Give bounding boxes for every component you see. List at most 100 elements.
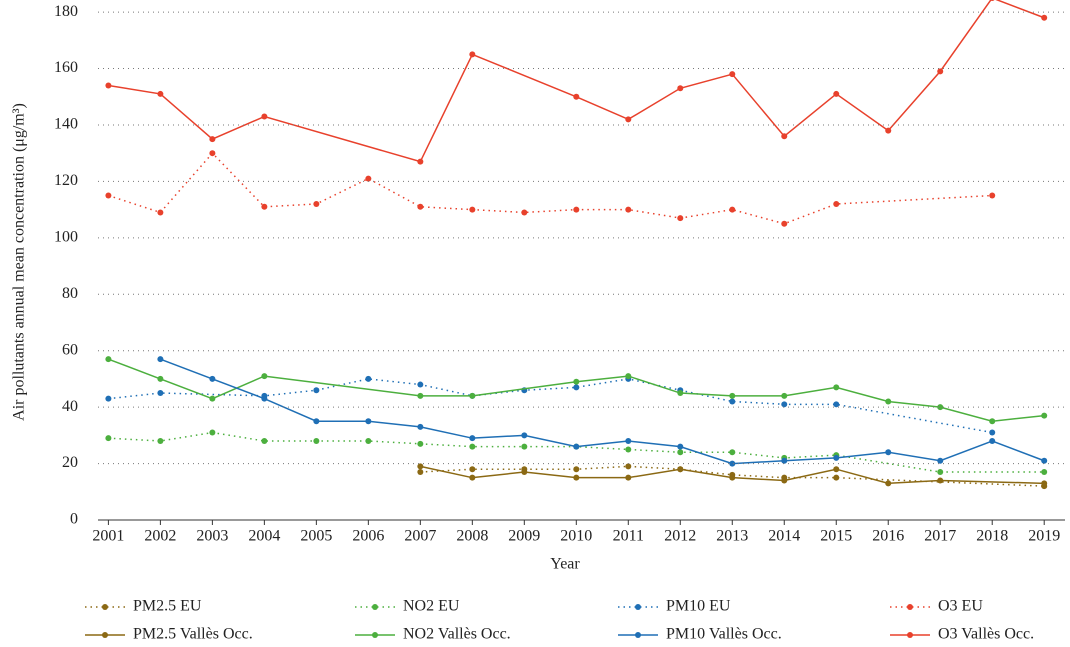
legend-label: NO2 EU [403, 598, 460, 615]
data-point [313, 387, 320, 394]
data-point [781, 477, 788, 484]
series-line [108, 152, 993, 225]
data-point [625, 446, 632, 453]
data-point [521, 469, 528, 476]
data-point [573, 378, 580, 385]
data-point [937, 457, 944, 464]
data-point [781, 220, 788, 227]
data-point [625, 206, 632, 213]
data-point [261, 437, 268, 444]
x-tick-label: 2018 [976, 528, 1008, 545]
x-tick-label: 2005 [300, 528, 332, 545]
data-point [417, 463, 424, 470]
data-point [261, 113, 268, 120]
data-point [1041, 412, 1048, 419]
data-point [521, 443, 528, 450]
data-point [625, 116, 632, 123]
x-tick-label: 2019 [1028, 528, 1060, 545]
data-point [261, 395, 268, 402]
data-point [1041, 469, 1048, 476]
data-point [105, 356, 112, 363]
data-point [417, 423, 424, 430]
data-point [937, 404, 944, 411]
data-point [625, 474, 632, 481]
data-point [1041, 480, 1048, 487]
data-point [365, 437, 372, 444]
data-point [989, 437, 996, 444]
data-point [573, 466, 580, 473]
y-tick-label: 0 [70, 511, 78, 528]
data-point [625, 437, 632, 444]
data-point [469, 206, 476, 213]
data-point [157, 375, 164, 382]
x-tick-label: 2008 [456, 528, 488, 545]
y-tick-label: 140 [54, 116, 78, 133]
data-point [469, 51, 476, 58]
data-point [469, 435, 476, 442]
data-point [989, 0, 995, 1]
series-line [108, 358, 1045, 423]
data-point [105, 435, 112, 442]
data-point [729, 449, 736, 456]
x-axis-title: Year [550, 556, 580, 573]
series-line [420, 465, 1045, 487]
data-point [521, 209, 528, 216]
data-point [313, 418, 320, 425]
legend-label: O3 Vallès Occ. [938, 626, 1034, 643]
data-point [417, 440, 424, 447]
x-tick-label: 2001 [92, 528, 124, 545]
data-point [157, 209, 164, 216]
data-point [417, 203, 424, 210]
legend-label: PM2.5 Vallès Occ. [133, 626, 253, 643]
data-point [885, 398, 892, 405]
data-point [469, 466, 476, 473]
x-tick-label: 2009 [508, 528, 540, 545]
data-point [1041, 14, 1048, 21]
data-point [209, 136, 216, 143]
data-point [677, 443, 684, 450]
series-line [160, 358, 1045, 465]
data-point [781, 457, 788, 464]
legend-label: NO2 Vallès Occ. [403, 626, 511, 643]
data-point [105, 82, 112, 89]
x-tick-label: 2003 [196, 528, 228, 545]
data-point [313, 200, 320, 207]
y-tick-label: 60 [62, 341, 78, 358]
data-point [729, 392, 736, 399]
series-line [420, 465, 1045, 485]
data-point [885, 480, 892, 487]
data-point [261, 373, 268, 380]
data-point [365, 375, 372, 382]
legend-marker [372, 632, 378, 638]
data-point [833, 454, 840, 461]
data-point [833, 200, 840, 207]
data-point [729, 71, 736, 78]
y-tick-label: 40 [62, 398, 78, 415]
data-point [157, 390, 164, 397]
plot-area [105, 0, 1048, 490]
data-point [417, 158, 424, 165]
data-point [677, 449, 684, 456]
data-point [1041, 457, 1048, 464]
data-point [157, 437, 164, 444]
data-point [833, 384, 840, 391]
x-tick-label: 2004 [248, 528, 280, 545]
data-point [573, 474, 580, 481]
data-point [937, 469, 944, 476]
data-point [573, 206, 580, 213]
data-point [729, 460, 736, 467]
x-tick-label: 2013 [716, 528, 748, 545]
data-point [469, 443, 476, 450]
y-tick-label: 100 [54, 229, 78, 246]
data-point [157, 356, 164, 363]
data-point [417, 381, 424, 388]
legend-marker [907, 604, 913, 610]
legend-label: PM10 EU [666, 598, 731, 615]
data-point [209, 429, 216, 436]
data-point [729, 398, 736, 405]
data-point [677, 390, 684, 397]
data-point [573, 384, 580, 391]
legend-marker [635, 604, 641, 610]
data-point [365, 418, 372, 425]
